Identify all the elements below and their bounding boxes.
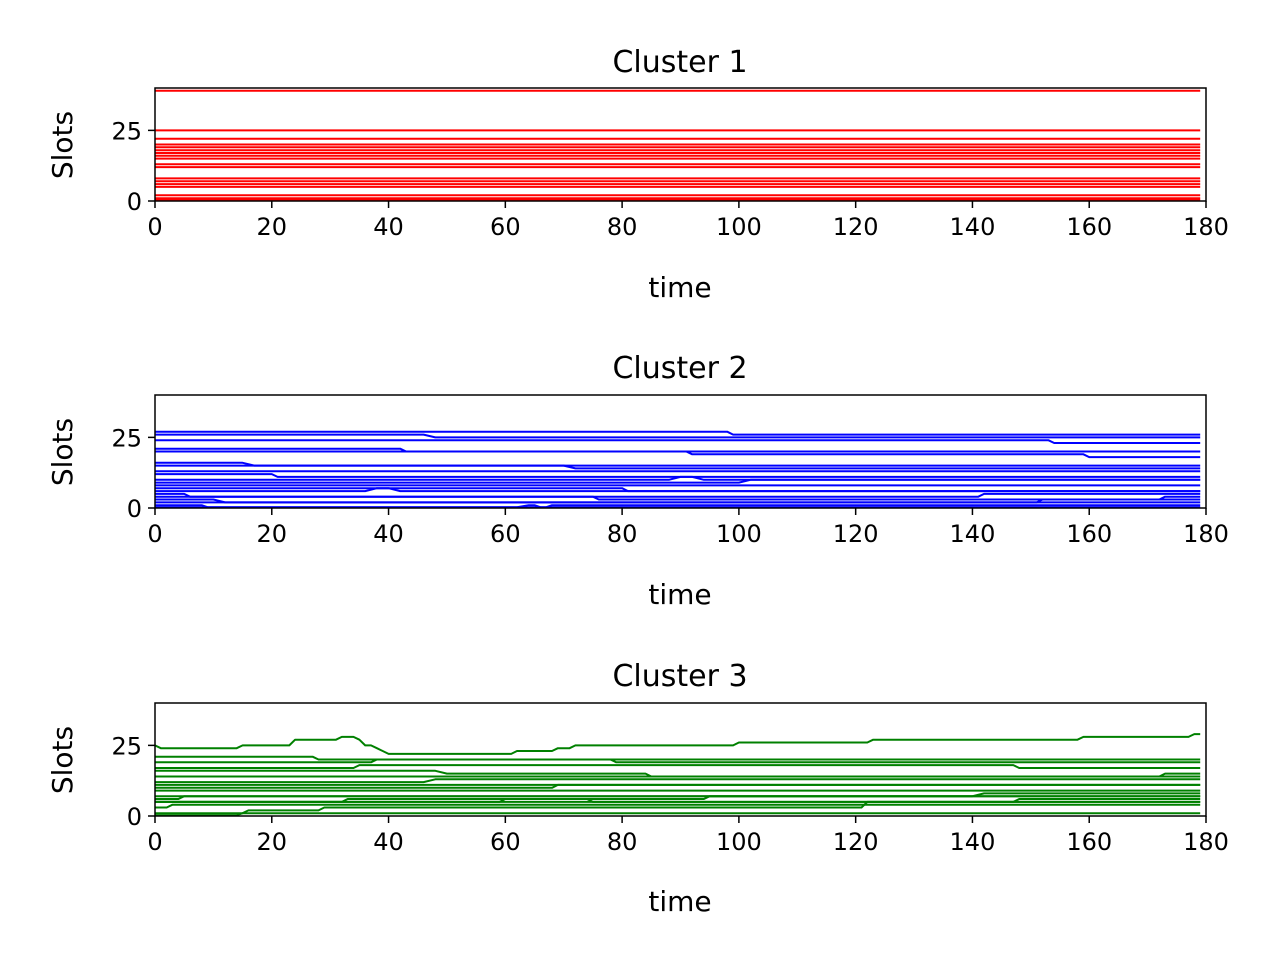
cluster-3-x-tick-label: 80 [607, 828, 638, 856]
cluster-2-series-line-3 [155, 439, 1201, 444]
cluster-3-series-line-13 [155, 798, 1201, 803]
cluster-1-x-tick-label: 60 [490, 213, 521, 241]
cluster-2-series-line-7 [155, 464, 1201, 470]
cluster-1-x-tick-label: 180 [1183, 213, 1229, 241]
cluster-2-x-tick-label: 100 [716, 520, 762, 548]
cluster-3-x-tick-label: 20 [257, 828, 288, 856]
cluster-3-series-line-5 [155, 769, 1201, 778]
cluster-3-series-line-4 [155, 764, 1201, 769]
cluster-3-y-tick-label: 25 [111, 732, 142, 760]
cluster-3-x-axis-label: time [648, 885, 711, 918]
cluster-3-y-tick-label: 0 [127, 803, 142, 831]
cluster-2-panel: Cluster 2 0 20 40 60 80 100 120 140 160 180 0 25 ti… [46, 351, 1229, 611]
cluster-1-y-tick-label: 0 [127, 188, 142, 216]
cluster-3-x-tick-label: 0 [147, 828, 162, 856]
cluster-3-series-line-14 [155, 795, 1201, 803]
cluster-3-series-line-12 [155, 795, 1201, 800]
cluster-3-x-tick-label: 100 [716, 828, 762, 856]
cluster-2-x-tick-label: 40 [373, 520, 404, 548]
cluster-2-x-tick-label: 140 [950, 520, 996, 548]
cluster-2-series-line-16 [155, 495, 1201, 501]
cluster-3-x-tick-label: 40 [373, 828, 404, 856]
cluster-3-plot-area: 0 20 40 60 80 100 120 140 160 180 0 25 [111, 702, 1229, 856]
cluster-1-x-tick-label: 160 [1066, 213, 1112, 241]
cluster-2-axes-frame [154, 394, 1207, 509]
cluster-2-series-line-11 [155, 478, 1201, 484]
cluster-2-x-tick-label: 80 [607, 520, 638, 548]
cluster-3-axes-frame [154, 702, 1207, 817]
cluster-1-x-tick-label: 140 [950, 213, 996, 241]
cluster-1-series-group [155, 89, 1201, 201]
cluster-2-series-line-1 [155, 430, 1201, 436]
cluster-3-x-tick-label: 120 [833, 828, 879, 856]
cluster-3-x-tick-label: 160 [1066, 828, 1112, 856]
cluster-1-y-tick-label: 25 [111, 117, 142, 145]
cluster-1-x-tick-label: 20 [257, 213, 288, 241]
cluster-1-x-tick-label: 100 [716, 213, 762, 241]
cluster-2-series-line-4 [155, 447, 1201, 453]
cluster-3-series-line-15 [155, 798, 1201, 803]
cluster-3-series-line-7 [155, 778, 1201, 784]
cluster-3-x-tick-label: 60 [490, 828, 521, 856]
cluster-3-series-line-2 [155, 755, 1201, 761]
cluster-3-y-axis-label: Slots [46, 726, 79, 794]
cluster-2-series-line-9 [155, 473, 1201, 478]
cluster-2-plot-area: 0 20 40 60 80 100 120 140 160 180 0 25 [111, 394, 1229, 548]
cluster-1-panel: Cluster 1 0 20 40 60 80 100 120 140 160 180 0 25 ti… [46, 45, 1229, 304]
cluster-3-title: Cluster 3 [612, 659, 747, 694]
cluster-3-x-tick-label: 180 [1183, 828, 1229, 856]
cluster-1-x-tick-label: 40 [373, 213, 404, 241]
cluster-1-x-tick-label: 80 [607, 213, 638, 241]
cluster-1-x-tick-label: 120 [833, 213, 879, 241]
cluster-2-series-line-14 [155, 487, 1201, 493]
cluster-2-x-tick-label: 160 [1066, 520, 1112, 548]
cluster-1-axes-frame [154, 87, 1207, 202]
cluster-2-x-tick-label: 180 [1183, 520, 1229, 548]
cluster-1-title: Cluster 1 [612, 45, 747, 80]
cluster-3-panel: Cluster 3 0 20 40 60 80 100 120 140 160 180 0 25 ti… [46, 659, 1229, 918]
cluster-2-title: Cluster 2 [612, 351, 747, 386]
cluster-1-x-axis-label: time [648, 271, 711, 304]
cluster-2-series-line-2 [155, 433, 1201, 439]
cluster-3-series-line-9 [155, 783, 1201, 789]
cluster-2-series-line-18 [155, 498, 1201, 504]
cluster-1-plot-area: 0 20 40 60 80 100 120 140 160 180 0 25 [111, 87, 1229, 241]
cluster-3-x-tick-label: 140 [950, 828, 996, 856]
cluster-1-x-tick-label: 0 [147, 213, 162, 241]
cluster-2-y-tick-label: 25 [111, 424, 142, 452]
cluster-2-x-tick-label: 0 [147, 520, 162, 548]
cluster-2-y-tick-label: 0 [127, 495, 142, 523]
cluster-2-x-axis-label: time [648, 578, 711, 611]
cluster-3-series-group [155, 733, 1201, 816]
cluster-3-series-line-18 [155, 812, 1201, 816]
cluster-2-x-tick-label: 60 [490, 520, 521, 548]
cluster-1-y-axis-label: Slots [46, 111, 79, 179]
cluster-3-series-line-1 [155, 733, 1201, 755]
cluster-2-y-axis-label: Slots [46, 418, 79, 486]
cluster-2-x-tick-label: 120 [833, 520, 879, 548]
cluster-2-series-group [155, 430, 1201, 508]
cluster-2-series-line-5 [155, 450, 1201, 459]
cluster-2-series-line-6 [155, 461, 1201, 467]
cluster-3-series-line-16 [155, 803, 1201, 809]
cluster-3-series-line-3 [155, 758, 1201, 764]
cluster-2-x-tick-label: 20 [257, 520, 288, 548]
